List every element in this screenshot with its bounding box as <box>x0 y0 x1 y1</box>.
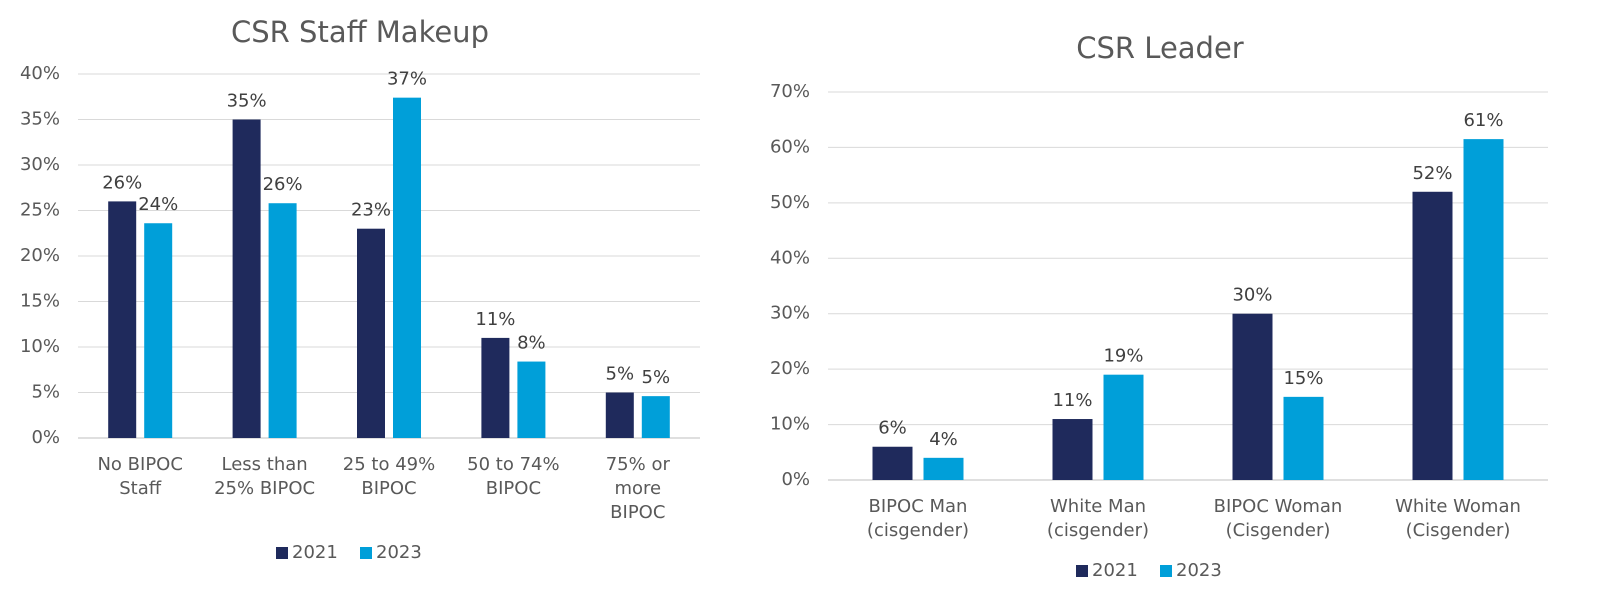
bar <box>1412 191 1453 480</box>
bar <box>393 97 421 438</box>
bar <box>1463 139 1504 480</box>
y-tick-label: 50% <box>770 192 810 213</box>
y-tick-label: 15% <box>20 291 60 312</box>
data-label: 11% <box>1052 390 1092 411</box>
legend-label: 2023 <box>1176 560 1222 581</box>
legend-label: 2021 <box>292 542 338 563</box>
data-label: 61% <box>1463 110 1503 131</box>
legend-swatch <box>276 547 288 559</box>
y-tick-label: 40% <box>770 247 810 268</box>
data-label: 35% <box>227 91 267 112</box>
data-label: 11% <box>475 309 515 330</box>
legend-swatch <box>360 547 372 559</box>
bar <box>1052 419 1093 480</box>
y-tick-label: 20% <box>20 245 60 266</box>
bar <box>923 457 964 480</box>
bar <box>108 201 137 438</box>
y-tick-label: 30% <box>20 154 60 175</box>
data-label: 37% <box>387 69 427 90</box>
x-tick-label: No BIPOC Staff <box>97 454 182 499</box>
bar <box>144 223 173 438</box>
y-tick-label: 0% <box>781 469 810 490</box>
x-tick-label: BIPOC Woman (Cisgender) <box>1214 496 1343 541</box>
y-tick-label: 0% <box>31 427 60 448</box>
y-tick-label: 25% <box>20 200 60 221</box>
data-label: 6% <box>878 418 907 439</box>
bar <box>1232 313 1273 480</box>
legend-label: 2021 <box>1092 560 1138 581</box>
y-tick-label: 60% <box>770 136 810 157</box>
bar <box>1103 374 1144 480</box>
data-label: 15% <box>1283 368 1323 389</box>
legend-swatch <box>1076 565 1088 577</box>
y-tick-label: 10% <box>20 336 60 357</box>
x-tick-label: Less than 25% BIPOC <box>214 454 315 499</box>
y-tick-label: 20% <box>770 358 810 379</box>
bar <box>268 203 297 438</box>
bar <box>605 392 634 438</box>
chart-title: CSR Staff Makeup <box>231 15 489 49</box>
bar <box>232 119 261 438</box>
y-tick-label: 35% <box>20 109 60 130</box>
y-tick-label: 5% <box>31 382 60 403</box>
x-tick-label: BIPOC Man (cisgender) <box>867 496 969 541</box>
x-tick-label: 75% or more BIPOC <box>606 454 671 523</box>
data-label: 23% <box>351 200 391 221</box>
x-tick-label: 50 to 74% BIPOC <box>467 454 559 499</box>
y-tick-label: 70% <box>770 81 810 102</box>
data-label: 24% <box>138 194 178 215</box>
bar <box>872 446 913 480</box>
chart-title: CSR Leader <box>1076 31 1244 65</box>
data-label: 5% <box>642 367 671 388</box>
bar <box>481 337 510 438</box>
bar <box>357 228 385 438</box>
x-tick-label: White Man (cisgender) <box>1047 496 1149 541</box>
x-tick-label: White Woman (Cisgender) <box>1395 496 1521 541</box>
y-tick-label: 40% <box>20 63 60 84</box>
data-label: 52% <box>1412 163 1452 184</box>
bar <box>641 396 670 438</box>
data-label: 8% <box>517 333 546 354</box>
bar <box>1283 396 1324 480</box>
data-label: 26% <box>102 172 142 193</box>
data-label: 30% <box>1232 285 1272 306</box>
data-label: 26% <box>263 174 303 195</box>
data-label: 19% <box>1103 346 1143 367</box>
data-label: 5% <box>606 364 635 385</box>
x-tick-label: 25 to 49% BIPOC <box>343 454 435 499</box>
y-tick-label: 10% <box>770 414 810 435</box>
legend-label: 2023 <box>376 542 422 563</box>
legend-swatch <box>1160 565 1172 577</box>
y-tick-label: 30% <box>770 303 810 324</box>
data-label: 4% <box>929 429 958 450</box>
bar <box>517 361 546 438</box>
